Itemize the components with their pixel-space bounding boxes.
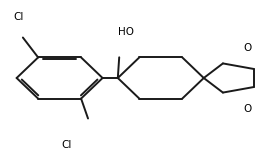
Text: O: O <box>243 43 251 53</box>
Text: HO: HO <box>118 27 134 37</box>
Text: Cl: Cl <box>61 140 71 150</box>
Text: Cl: Cl <box>14 12 24 22</box>
Text: O: O <box>243 104 251 114</box>
